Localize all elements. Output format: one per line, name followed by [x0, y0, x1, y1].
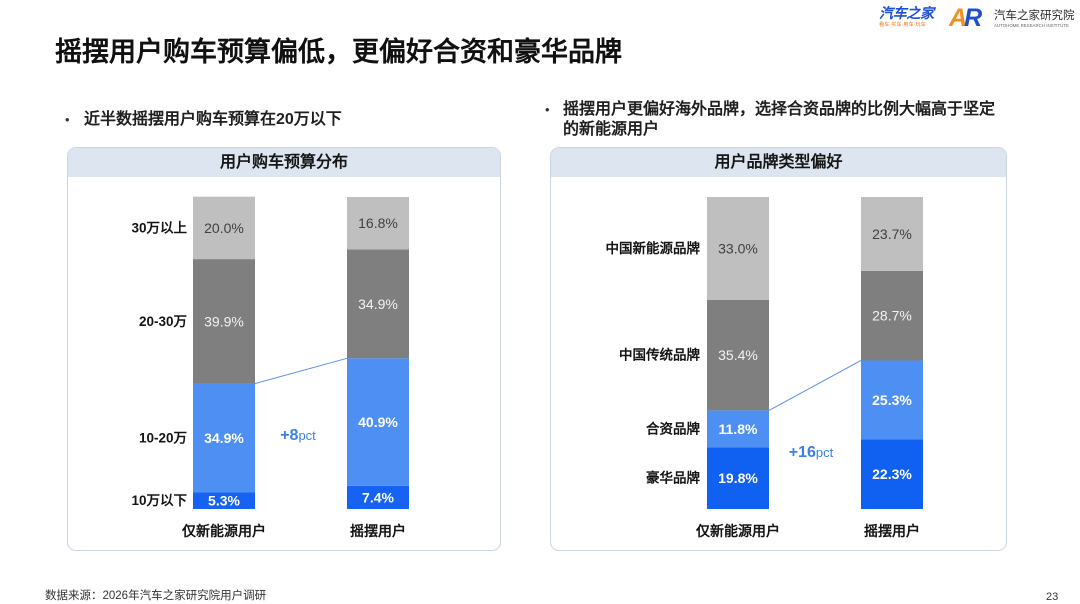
page-title: 摇摆用户购车预算偏低，更偏好合资和豪华品牌 [55, 37, 622, 67]
connector-line [254, 357, 348, 385]
autohome-logo-name: 汽车之家 [879, 5, 934, 21]
ar-mark-a: A [949, 4, 967, 32]
data-label: 22.3% [872, 466, 912, 482]
data-label: 5.3% [208, 493, 240, 509]
ar-mark-r: R [964, 4, 982, 32]
bar-segment [193, 196, 255, 260]
category-label: 摇摆用户 [864, 523, 920, 539]
data-label: 25.3% [872, 392, 912, 408]
data-label: 23.7% [872, 226, 912, 242]
connector-line [768, 360, 862, 411]
budget-distribution-panel: 用户购车预算分布 5.3% 10万以下 7.4% 34.9% 10-20万 40.9% 39… [67, 147, 501, 551]
page-number: 23 [1046, 591, 1059, 603]
research-institute-logo-text: 汽车之家研究院 AUTOHOME RESEARCH INSTITUTE [994, 9, 1078, 35]
budget-stacked-bar-chart: 5.3% 10万以下 7.4% 34.9% 10-20万 40.9% 39.9% 20-30万… [131, 196, 409, 539]
autohome-logo: 汽车之家 看车·买车·用车·玩车 [879, 5, 941, 33]
series-label: 中国传统品牌 [619, 347, 700, 363]
data-label: 28.7% [872, 308, 912, 324]
bar-segment [347, 485, 409, 509]
bar-segment [707, 447, 769, 509]
bar-segment [707, 410, 769, 448]
annotation-unit: pct [816, 445, 834, 460]
research-institute-logo-icon: AR [949, 4, 993, 34]
data-label: 7.4% [362, 489, 394, 505]
bar-segment [347, 249, 409, 359]
series-label: 豪华品牌 [646, 470, 700, 486]
category-label: 摇摆用户 [350, 523, 406, 539]
bar-segment [347, 197, 409, 250]
research-institute-name: 汽车之家研究院 [994, 10, 1075, 22]
series-label: 10-20万 [139, 431, 187, 446]
bar-segment [861, 197, 923, 271]
bar-segment [707, 299, 769, 411]
category-label: 仅新能源用户 [181, 523, 266, 539]
right-bullet-text: 摇摆用户更偏好海外品牌，选择合资品牌的比例大幅高于坚定的新能源用户 [563, 101, 996, 138]
data-label: 16.8% [358, 215, 398, 231]
data-label: 33.0% [718, 240, 758, 256]
data-label: 40.9% [358, 414, 398, 430]
bar-segment [707, 197, 769, 300]
series-label: 中国新能源品牌 [606, 240, 701, 256]
bar-segment [861, 439, 923, 509]
series-label: 30万以上 [131, 220, 187, 235]
bar-segment [193, 492, 255, 509]
bar-segment [193, 383, 255, 493]
data-label: 35.4% [718, 347, 758, 363]
annotation-value: +8 [280, 427, 298, 444]
bar-segment [347, 358, 409, 486]
data-label: 20.0% [204, 220, 244, 236]
data-source-note: 数据来源：2026年汽车之家研究院用户调研 [45, 590, 267, 602]
data-label: 34.9% [358, 296, 398, 312]
data-label: 34.9% [204, 430, 244, 446]
bullet-icon: • [65, 112, 70, 127]
difference-annotation: +16pct [789, 444, 834, 461]
series-label: 20-30万 [139, 314, 187, 329]
panel-title: 用户购车预算分布 [68, 148, 500, 177]
panel-title: 用户品牌类型偏好 [551, 148, 1006, 177]
difference-annotation: +8pct [280, 427, 316, 444]
data-label: 39.9% [204, 313, 244, 329]
bar-segment [861, 270, 923, 361]
brand-stacked-bar-chart: 19.8% 豪华品牌 22.3% 11.8% 合资品牌 25.3% 35.4% 中国传统品牌 2… [606, 197, 923, 539]
annotation-value: +16 [789, 444, 816, 461]
research-institute-subtitle: AUTOHOME RESEARCH INSTITUTE [994, 23, 1069, 28]
series-label: 10万以下 [131, 493, 187, 508]
annotation-unit: pct [298, 428, 316, 443]
bullet-icon: • [545, 102, 550, 117]
ar-mark: AR [949, 4, 982, 32]
left-bullet-text: 近半数摇摆用户购车预算在20万以下 [84, 111, 342, 128]
data-label: 19.8% [718, 470, 758, 486]
bar-segment [193, 259, 255, 384]
category-label: 仅新能源用户 [695, 523, 780, 539]
brand-preference-panel: 用户品牌类型偏好 19.8% 豪华品牌 22.3% 11.8% 合资品牌 25.3% 35.… [550, 147, 1007, 551]
series-label: 合资品牌 [646, 420, 700, 436]
data-label: 11.8% [719, 421, 758, 437]
autohome-logo-tagline: 看车·买车·用车·玩车 [879, 22, 926, 28]
bar-segment [861, 360, 923, 440]
